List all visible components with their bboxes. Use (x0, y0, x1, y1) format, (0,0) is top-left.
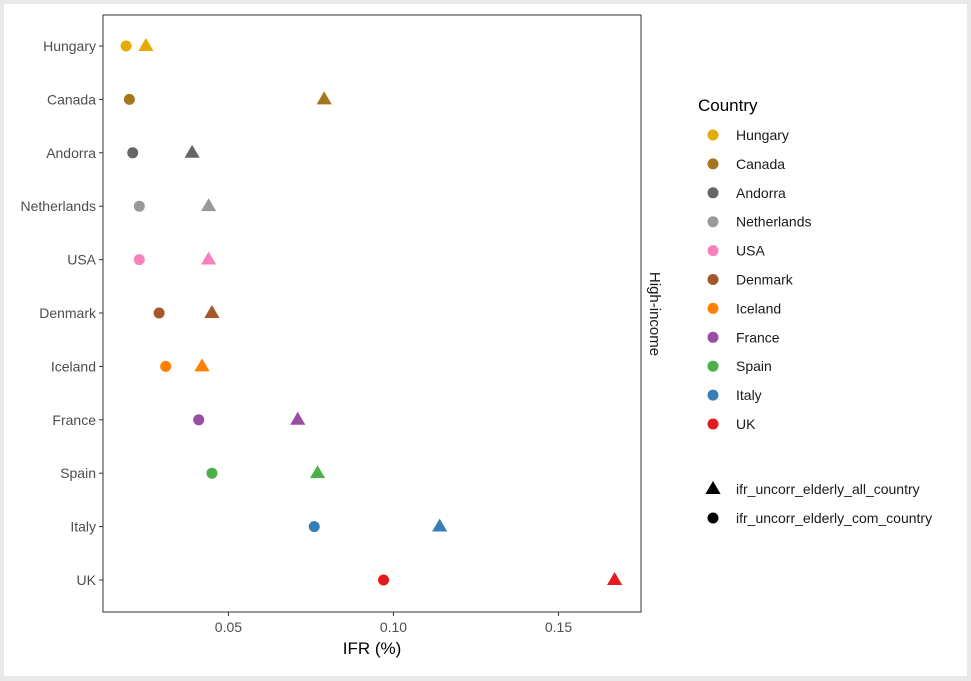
y-tick-label: Hungary (43, 38, 96, 54)
point-circle (123, 93, 135, 105)
y-tick-label: Canada (47, 91, 96, 107)
legend-color-key (707, 360, 719, 372)
point-triangle (432, 518, 448, 532)
y-tick-label: Netherlands (21, 198, 97, 214)
legend-color-key (707, 187, 719, 199)
x-tick-label: 0.10 (380, 619, 407, 635)
legend-color-key (707, 418, 719, 430)
y-tick-label: France (52, 412, 96, 428)
y-tick-label: Spain (60, 465, 96, 481)
figure: Hungary Canada Andorra Netherlands USA Denmar… (4, 4, 967, 676)
point-triangle (201, 251, 217, 265)
legend-country-label: Italy (736, 387, 762, 403)
legend-color-key (707, 331, 719, 343)
legend-color-key (707, 245, 719, 257)
point-circle (206, 467, 218, 479)
point-circle (193, 414, 205, 426)
legend-color-key (707, 302, 719, 314)
legend-shape-key (705, 481, 721, 494)
legend-country-label: Canada (736, 156, 785, 172)
legend: Country Hungary Canada Andorra Netherlands U… (698, 96, 932, 526)
legend-color-key (707, 389, 719, 401)
point-circle (308, 521, 320, 533)
y-tick-label: Denmark (39, 305, 97, 321)
chart: Hungary Canada Andorra Netherlands USA Denmar… (21, 14, 932, 658)
legend-country-label: Spain (736, 358, 772, 374)
legend-title: Country (698, 96, 758, 115)
point-circle (133, 200, 145, 212)
point-circle (160, 360, 172, 372)
point-circle (153, 307, 165, 319)
x-tick-label: 0.15 (545, 619, 572, 635)
point-circle (120, 40, 132, 52)
y-tick-label: USA (67, 252, 96, 268)
point-triangle (316, 91, 332, 105)
point-circle (378, 574, 390, 586)
legend-shape-key (707, 512, 719, 524)
point-triangle (138, 38, 154, 51)
legend-color-key (707, 129, 719, 141)
facet-strip-label: High-income (646, 272, 663, 356)
point-triangle (201, 198, 217, 212)
y-tick-label: Iceland (51, 358, 96, 374)
data-points (120, 38, 623, 586)
x-axis-title: IFR (%) (343, 639, 402, 658)
point-triangle (204, 305, 220, 318)
point-triangle (309, 465, 326, 479)
y-tick-label: Italy (70, 519, 96, 535)
legend-series-label: ifr_uncorr_elderly_com_country (736, 510, 932, 526)
y-tick-label: Andorra (46, 145, 96, 161)
legend-country-label: Andorra (736, 185, 786, 201)
legend-country-label: USA (736, 243, 765, 259)
legend-color-key (707, 158, 719, 170)
legend-color-key (707, 274, 719, 285)
legend-country-label: France (736, 329, 780, 345)
point-triangle (184, 144, 200, 158)
point-triangle (606, 572, 623, 585)
legend-color-key (707, 216, 719, 228)
point-triangle (194, 358, 210, 372)
x-tick-label: 0.05 (215, 619, 242, 635)
legend-series-label: ifr_uncorr_elderly_all_country (736, 481, 920, 497)
legend-country-label: Netherlands (736, 214, 812, 230)
point-circle (133, 254, 145, 266)
y-tick-label: UK (77, 572, 97, 588)
point-triangle (290, 411, 306, 425)
legend-country-label: Hungary (736, 127, 789, 143)
legend-country-label: Denmark (736, 272, 794, 288)
x-axis: 0.05 0.10 0.15 (215, 612, 572, 635)
plot-panel (102, 14, 642, 613)
legend-country-label: Iceland (736, 300, 781, 316)
y-axis: Hungary Canada Andorra Netherlands USA Denmar… (21, 38, 103, 588)
point-circle (127, 147, 139, 159)
legend-country-label: UK (736, 416, 756, 432)
